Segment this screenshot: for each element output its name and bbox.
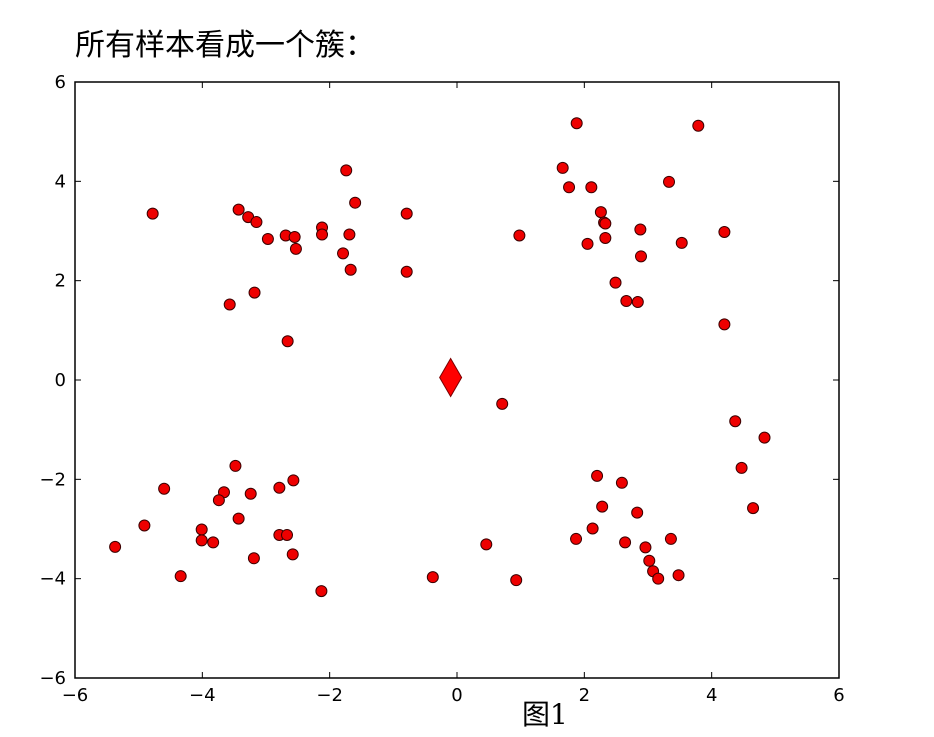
data-point [596, 500, 609, 513]
data-point [232, 512, 245, 525]
data-point [287, 474, 300, 487]
data-point [615, 476, 628, 489]
data-point [634, 223, 647, 236]
data-point [281, 528, 294, 541]
data-point [244, 487, 257, 500]
data-point [229, 459, 242, 472]
data-point [758, 431, 771, 444]
data-point [195, 534, 208, 547]
data-point [480, 538, 493, 551]
data-point [619, 536, 632, 549]
data-point [261, 232, 274, 245]
data-point [581, 237, 594, 250]
data-point [496, 397, 509, 410]
y-tick-label: 6 [55, 72, 66, 93]
data-point [344, 263, 357, 276]
data-point [400, 265, 413, 278]
data-point [620, 295, 633, 308]
data-point [223, 298, 236, 311]
x-tick-label: −4 [189, 685, 216, 706]
data-point [643, 554, 656, 567]
data-point [663, 175, 676, 188]
data-point [195, 523, 208, 536]
axis-tick-labels: −6 −4 −2 0 2 4 6 −6 −4 −2 0 2 4 6 [39, 72, 844, 706]
data-point [664, 532, 677, 545]
heading-text: 所有样本看成一个簇： [75, 28, 375, 63]
data-point [340, 164, 353, 177]
data-point [232, 203, 245, 216]
data-point [570, 532, 583, 545]
data-point [652, 572, 665, 585]
data-point [400, 207, 413, 220]
data-point [692, 119, 705, 132]
center-marker [439, 357, 463, 398]
x-tick-label: −6 [62, 685, 89, 706]
data-point [286, 548, 299, 561]
data-point [343, 228, 356, 241]
data-point [337, 247, 350, 260]
data-point [207, 536, 220, 549]
data-point [138, 519, 151, 532]
data-point [639, 541, 652, 554]
y-tick-label: 4 [55, 171, 66, 192]
data-point [599, 217, 612, 230]
data-point [718, 225, 731, 238]
data-point [281, 335, 294, 348]
data-point [289, 242, 302, 255]
data-point [718, 318, 731, 331]
y-tick-label: −4 [39, 569, 66, 590]
data-point [174, 570, 187, 583]
data-point [631, 296, 644, 309]
data-point [273, 481, 286, 494]
y-tick-label: 2 [55, 271, 66, 292]
data-point [591, 469, 604, 482]
data-point [510, 574, 523, 587]
x-tick-label: 4 [706, 685, 717, 706]
data-point [747, 502, 760, 515]
data-point [158, 482, 171, 495]
data-point [585, 181, 598, 194]
data-point [672, 569, 685, 582]
data-point [247, 552, 260, 565]
x-tick-label: 2 [579, 685, 590, 706]
data-point [609, 276, 622, 289]
data-points [109, 117, 771, 598]
data-point [634, 250, 647, 263]
data-point [212, 494, 225, 507]
data-point [146, 207, 159, 220]
y-tick-label: −6 [39, 668, 66, 689]
data-point [109, 540, 122, 553]
data-point [316, 228, 329, 241]
x-tick-label: 6 [833, 685, 844, 706]
data-point [735, 461, 748, 474]
data-point [570, 117, 583, 130]
data-point [288, 230, 301, 243]
data-point [349, 196, 362, 209]
data-point [675, 236, 688, 249]
data-point [594, 206, 607, 219]
data-point [599, 231, 612, 244]
data-point [315, 585, 328, 598]
data-point [513, 229, 526, 242]
data-point [729, 415, 742, 428]
data-point [563, 181, 576, 194]
data-point [426, 571, 439, 584]
data-point [586, 522, 599, 535]
data-point [631, 506, 644, 519]
y-tick-label: −2 [39, 469, 66, 490]
figure-caption: 图1 [522, 698, 568, 731]
x-tick-label: 0 [451, 685, 462, 706]
data-point [248, 286, 261, 299]
axis-ticks [74, 81, 840, 679]
data-point [250, 216, 263, 229]
data-point [556, 161, 569, 174]
y-tick-label: 0 [55, 370, 66, 391]
x-tick-label: −2 [316, 685, 343, 706]
